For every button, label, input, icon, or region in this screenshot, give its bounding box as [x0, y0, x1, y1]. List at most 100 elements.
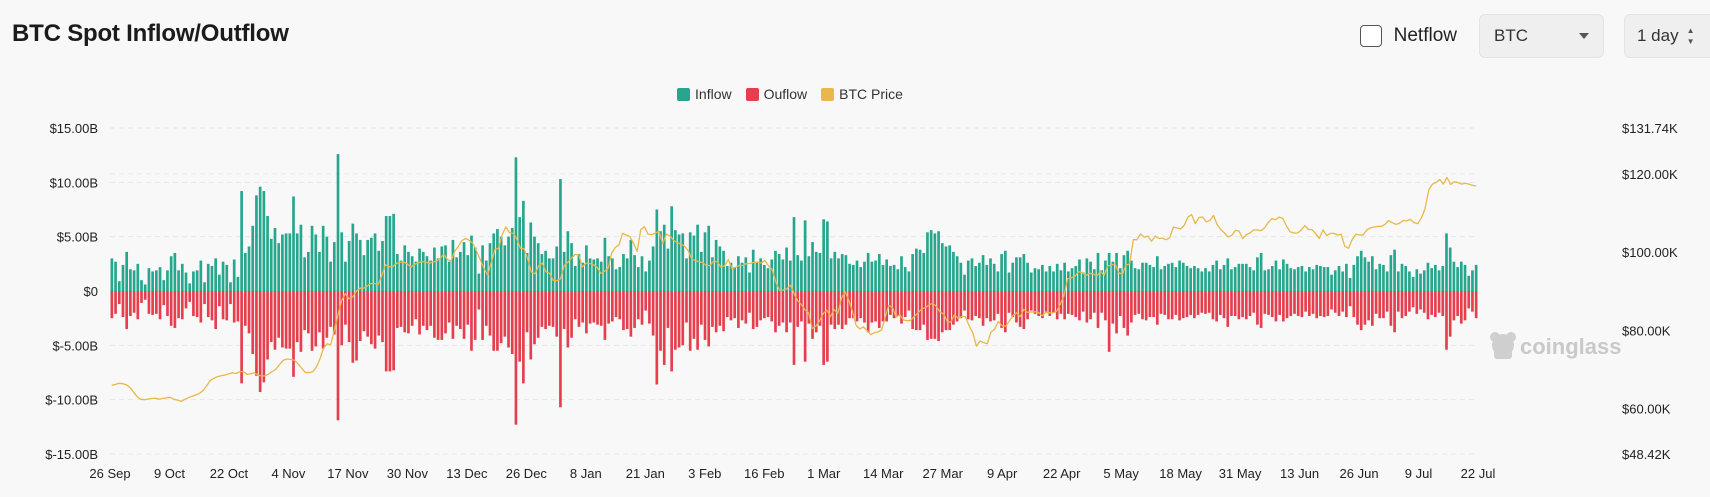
inflow-bar[interactable] — [748, 272, 751, 291]
inflow-bar[interactable] — [262, 191, 266, 291]
inflow-bar[interactable] — [1282, 259, 1285, 291]
inflow-bar[interactable] — [1256, 257, 1259, 291]
outflow-bar[interactable] — [510, 291, 514, 355]
outflow-bar[interactable] — [1003, 291, 1007, 333]
inflow-bar[interactable] — [522, 200, 525, 291]
inflow-bar[interactable] — [985, 264, 989, 291]
outflow-bar[interactable] — [147, 291, 151, 314]
inflow-bar[interactable] — [1133, 268, 1137, 291]
inflow-bar[interactable] — [195, 270, 199, 291]
outflow-bar[interactable] — [1130, 291, 1133, 323]
outflow-bar[interactable] — [277, 291, 281, 338]
outflow-bar[interactable] — [1300, 291, 1304, 318]
inflow-bar[interactable] — [373, 233, 377, 291]
outflow-bar[interactable] — [826, 291, 829, 362]
outflow-bar[interactable] — [1029, 291, 1033, 311]
outflow-bar[interactable] — [629, 291, 633, 337]
inflow-bar[interactable] — [1226, 258, 1230, 291]
outflow-bar[interactable] — [989, 291, 992, 322]
outflow-bar[interactable] — [1233, 291, 1237, 316]
outflow-bar[interactable] — [381, 291, 384, 343]
outflow-bar[interactable] — [633, 291, 636, 328]
inflow-bar[interactable] — [952, 251, 955, 291]
inflow-bar[interactable] — [829, 258, 833, 291]
inflow-bar[interactable] — [255, 195, 258, 291]
outflow-bar[interactable] — [544, 291, 547, 330]
outflow-bar[interactable] — [866, 291, 870, 333]
outflow-bar[interactable] — [1174, 291, 1178, 315]
inflow-bar[interactable] — [440, 246, 444, 291]
outflow-bar[interactable] — [1185, 291, 1189, 318]
outflow-bar[interactable] — [325, 291, 329, 338]
outflow-bar[interactable] — [1137, 291, 1141, 314]
inflow-bar[interactable] — [529, 222, 533, 291]
outflow-bar[interactable] — [915, 291, 918, 331]
outflow-bar[interactable] — [1170, 291, 1174, 320]
outflow-bar[interactable] — [366, 291, 369, 337]
outflow-bar[interactable] — [559, 291, 562, 408]
outflow-bar[interactable] — [1163, 291, 1167, 315]
outflow-bar[interactable] — [1044, 291, 1048, 312]
inflow-bar[interactable] — [147, 268, 151, 291]
inflow-bar[interactable] — [436, 258, 440, 291]
inflow-bar[interactable] — [1474, 264, 1478, 291]
outflow-bar[interactable] — [1048, 291, 1052, 316]
legend-item-btc-price[interactable]: BTC Price — [821, 86, 903, 102]
inflow-bar[interactable] — [955, 256, 959, 291]
inflow-bar[interactable] — [384, 216, 388, 291]
outflow-bar[interactable] — [707, 291, 711, 347]
inflow-bar[interactable] — [777, 254, 781, 291]
inflow-bar[interactable] — [1459, 261, 1463, 291]
inflow-bar[interactable] — [547, 258, 551, 291]
outflow-bar[interactable] — [751, 291, 755, 330]
outflow-bar[interactable] — [1244, 291, 1248, 320]
outflow-bar[interactable] — [221, 291, 225, 320]
outflow-bar[interactable] — [952, 291, 955, 325]
outflow-bar[interactable] — [269, 291, 273, 343]
inflow-bar[interactable] — [1248, 267, 1252, 291]
netflow-checkbox[interactable] — [1359, 25, 1382, 47]
inflow-bar[interactable] — [1352, 264, 1356, 291]
inflow-bar[interactable] — [1041, 264, 1044, 291]
inflow-bar[interactable] — [199, 260, 203, 291]
inflow-bar[interactable] — [688, 232, 692, 291]
outflow-bar[interactable] — [1226, 291, 1230, 327]
inflow-bar[interactable] — [540, 254, 544, 291]
inflow-bar[interactable] — [303, 257, 306, 291]
outflow-bar[interactable] — [232, 291, 236, 323]
outflow-bar[interactable] — [907, 291, 911, 311]
inflow-bar[interactable] — [703, 232, 707, 291]
inflow-bar[interactable] — [718, 246, 722, 291]
outflow-bar[interactable] — [251, 291, 255, 355]
inflow-bar[interactable] — [325, 236, 329, 291]
outflow-bar[interactable] — [1326, 291, 1330, 316]
outflow-bar[interactable] — [929, 291, 933, 339]
outflow-bar[interactable] — [863, 291, 866, 323]
inflow-bar[interactable] — [1003, 250, 1007, 291]
inflow-bar[interactable] — [1148, 264, 1152, 291]
inflow-bar[interactable] — [896, 269, 900, 291]
inflow-bar[interactable] — [1233, 267, 1237, 291]
outflow-bar[interactable] — [1259, 291, 1263, 328]
inflow-bar[interactable] — [180, 263, 184, 291]
outflow-bar[interactable] — [1107, 291, 1111, 352]
inflow-bar[interactable] — [221, 261, 225, 291]
inflow-bar[interactable] — [284, 233, 288, 291]
inflow-bar[interactable] — [566, 231, 570, 291]
outflow-bar[interactable] — [203, 291, 206, 305]
inflow-bar[interactable] — [1174, 267, 1178, 291]
inflow-bar[interactable] — [725, 266, 729, 291]
outflow-bar[interactable] — [236, 291, 240, 322]
inflow-bar[interactable] — [1422, 270, 1426, 291]
outflow-bar[interactable] — [477, 291, 481, 310]
inflow-bar[interactable] — [114, 261, 117, 291]
inflow-bar[interactable] — [336, 154, 340, 291]
inflow-bar[interactable] — [711, 257, 714, 291]
outflow-bar[interactable] — [455, 291, 458, 326]
outflow-bar[interactable] — [1007, 291, 1011, 313]
inflow-bar[interactable] — [281, 234, 284, 291]
outflow-bar[interactable] — [1230, 291, 1233, 316]
inflow-bar[interactable] — [1074, 266, 1078, 291]
outflow-bar[interactable] — [1167, 291, 1170, 320]
outflow-bar[interactable] — [421, 291, 425, 326]
